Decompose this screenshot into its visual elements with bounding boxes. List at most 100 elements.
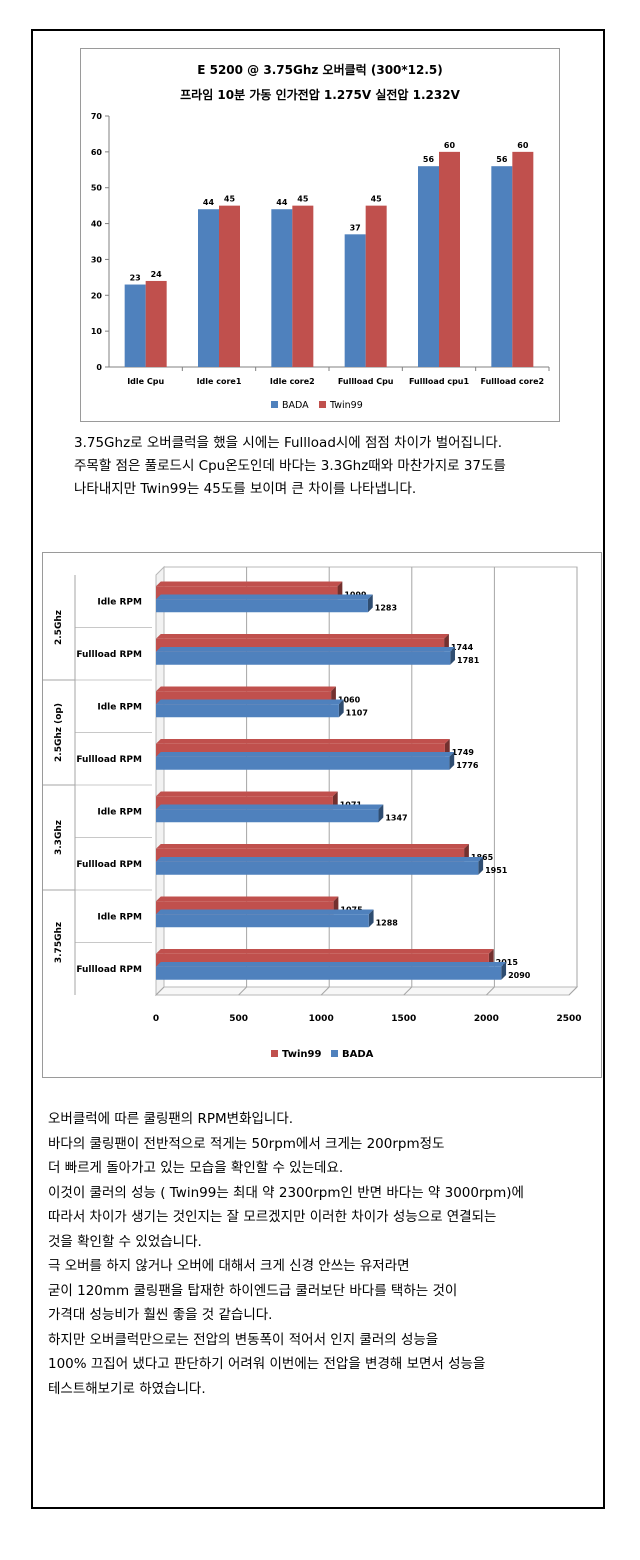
content-frame bbox=[31, 29, 605, 1509]
paragraph2-line: 가격대 성능비가 훨씬 좋을 것 같습니다. bbox=[48, 1307, 273, 1323]
y-tick-label: 20 bbox=[91, 291, 103, 300]
data-label: 56 bbox=[496, 155, 508, 164]
bar-bada bbox=[124, 284, 146, 367]
bar-twin99 bbox=[365, 205, 387, 367]
gridline-floor bbox=[486, 986, 495, 996]
paragraph2-line: 더 빠르게 돌아가고 있는 모습을 확인할 수 있는데요. bbox=[48, 1160, 344, 1176]
data-label: 1288 bbox=[376, 918, 399, 927]
plot-floor bbox=[154, 986, 579, 996]
x-tick-label: 2000 bbox=[474, 1014, 499, 1024]
bar-bada-top bbox=[156, 804, 384, 810]
y-tick-label: 60 bbox=[91, 148, 103, 157]
paragraph2-line: 이것이 쿨러의 성능 ( Twin99는 최대 약 2300rpm인 반면 바다… bbox=[48, 1184, 524, 1201]
paragraph-3-75ghz-summary: 3.75Ghz로 오버클럭을 했을 시에는 Fullload시에 점점 차이가 … bbox=[74, 432, 594, 501]
plot-side-wall bbox=[155, 565, 165, 997]
bar-twin99-top bbox=[156, 738, 450, 744]
x-tick-label: 1000 bbox=[309, 1014, 334, 1024]
bar-twin99 bbox=[145, 280, 167, 367]
y-tick-label: 10 bbox=[91, 327, 103, 336]
bar-bada bbox=[491, 166, 513, 367]
paragraph2-line: 굳이 120mm 쿨링팬을 탑재한 하이엔드급 쿨러보단 바다를 택하는 것이 bbox=[48, 1282, 458, 1299]
row-label: Idle RPM bbox=[97, 912, 142, 922]
gridline-floor bbox=[568, 986, 578, 996]
data-label: 1749 bbox=[452, 748, 475, 757]
bar-bada-side bbox=[449, 751, 455, 770]
bar-bada-side bbox=[367, 594, 373, 613]
legend-label-bada: BADA bbox=[282, 400, 309, 411]
bar-bada bbox=[156, 914, 369, 928]
row-label: Idle RPM bbox=[97, 597, 142, 607]
gridline-floor bbox=[238, 986, 247, 996]
bar-bada-side bbox=[501, 961, 507, 980]
data-label: 1060 bbox=[338, 695, 361, 704]
bar-bada-side bbox=[368, 909, 374, 928]
temperature-chart-svg: E 5200 @ 3.75Ghz 오버클럭 (300*12.5) 프라임 10분… bbox=[91, 62, 550, 411]
legend-label-twin99: Twin99 bbox=[329, 400, 363, 411]
data-label: 60 bbox=[517, 141, 529, 150]
bar-bada-top bbox=[156, 646, 456, 652]
x-tick-label: Idle core1 bbox=[197, 377, 242, 386]
paragraph2-line: 것을 확인할 수 있었습니다. bbox=[48, 1233, 202, 1250]
data-label: 37 bbox=[350, 223, 361, 232]
bar-bada bbox=[156, 651, 451, 665]
data-label: 1347 bbox=[385, 813, 407, 822]
bar-bada-top bbox=[156, 594, 373, 600]
legend-swatch-twin99 bbox=[319, 401, 326, 408]
y-tick-label: 40 bbox=[91, 220, 103, 229]
gridline-floor bbox=[320, 986, 330, 996]
gridline-floor bbox=[155, 986, 165, 996]
legend-swatch-bada bbox=[331, 1050, 338, 1057]
bar-bada-top bbox=[156, 909, 374, 915]
data-label: 1107 bbox=[346, 708, 368, 717]
data-label: 23 bbox=[130, 274, 141, 283]
paragraph1-line: 나타내지만 Twin99는 45도를 보이며 큰 차이를 나타냅니다. bbox=[74, 481, 417, 497]
data-label: 1283 bbox=[375, 603, 397, 612]
x-tick-label: 500 bbox=[229, 1014, 248, 1024]
bar-bada bbox=[198, 209, 219, 367]
bar-bada-side bbox=[450, 646, 456, 665]
paragraph2-line: 오버클럭에 따른 쿨링팬의 RPM변화입니다. bbox=[48, 1111, 294, 1127]
bar-twin99-top bbox=[156, 843, 469, 849]
bar-bada bbox=[156, 599, 368, 613]
x-tick-label: 2500 bbox=[556, 1014, 581, 1024]
paragraph1-line: 주목할 점은 풀로드시 Cpu온도인데 바다는 3.3Ghz때와 마찬가지로 3… bbox=[74, 458, 506, 474]
row-label: Fullload RPM bbox=[76, 650, 142, 660]
row-label: Idle RPM bbox=[97, 807, 142, 817]
paragraph1-line: 3.75Ghz로 오버클럭을 했을 시에는 Fullload시에 점점 차이가 … bbox=[74, 435, 503, 451]
bar-bada bbox=[156, 861, 479, 875]
paragraph2-line: 테스트해보기로 하였습니다. bbox=[48, 1380, 206, 1397]
bar-bada-top bbox=[156, 856, 484, 862]
paragraph2-line: 하지만 오버클럭만으로는 전압의 변동폭이 적어서 인지 쿨러의 성능을 bbox=[48, 1331, 439, 1348]
data-label: 24 bbox=[151, 270, 163, 279]
data-label: 44 bbox=[276, 198, 288, 207]
bar-bada bbox=[156, 966, 502, 980]
bar-bada-side bbox=[378, 804, 384, 823]
x-tick-label: 0 bbox=[153, 1014, 159, 1024]
group-label: 2.5Ghz (op) bbox=[54, 703, 64, 762]
legend-label-twin99: Twin99 bbox=[282, 1049, 321, 1060]
paragraph2-line: 극 오버를 하지 않거나 오버에 대해서 크게 신경 안쓰는 유저라면 bbox=[48, 1258, 410, 1274]
bar-bada-side bbox=[478, 856, 484, 875]
bar-bada bbox=[418, 166, 439, 367]
paragraph-fan-rpm-discussion: 오버클럭에 따른 쿨링팬의 RPM변화입니다. 바다의 쿨링팬이 전반적으로 적… bbox=[48, 1107, 596, 1401]
legend-swatch-bada bbox=[271, 401, 278, 408]
x-tick-label: Fullload core2 bbox=[481, 377, 545, 386]
data-label: 45 bbox=[224, 195, 236, 204]
bar-bada-top bbox=[156, 699, 344, 705]
bar-bada bbox=[156, 756, 450, 770]
y-tick-label: 50 bbox=[91, 184, 103, 193]
legend-swatch-twin99 bbox=[271, 1050, 278, 1057]
paragraph2-line: 100% 끄집어 냈다고 판단하기 어려워 이번에는 전압을 변경해 보면서 성… bbox=[48, 1356, 486, 1372]
group-label: 3.75Ghz bbox=[54, 922, 64, 963]
x-tick-label: Fullload Cpu bbox=[338, 377, 394, 386]
row-label: Idle RPM bbox=[97, 702, 142, 712]
bar-twin99-top bbox=[156, 633, 449, 639]
data-label: 45 bbox=[297, 195, 309, 204]
bar-twin99-top bbox=[156, 581, 343, 587]
bar-twin99-top bbox=[156, 791, 338, 797]
bar-bada-top bbox=[156, 961, 507, 967]
bar-bada bbox=[156, 704, 339, 718]
bar-twin99 bbox=[219, 205, 240, 367]
bar-bada-side bbox=[338, 699, 344, 718]
bar-twin99 bbox=[512, 151, 534, 367]
